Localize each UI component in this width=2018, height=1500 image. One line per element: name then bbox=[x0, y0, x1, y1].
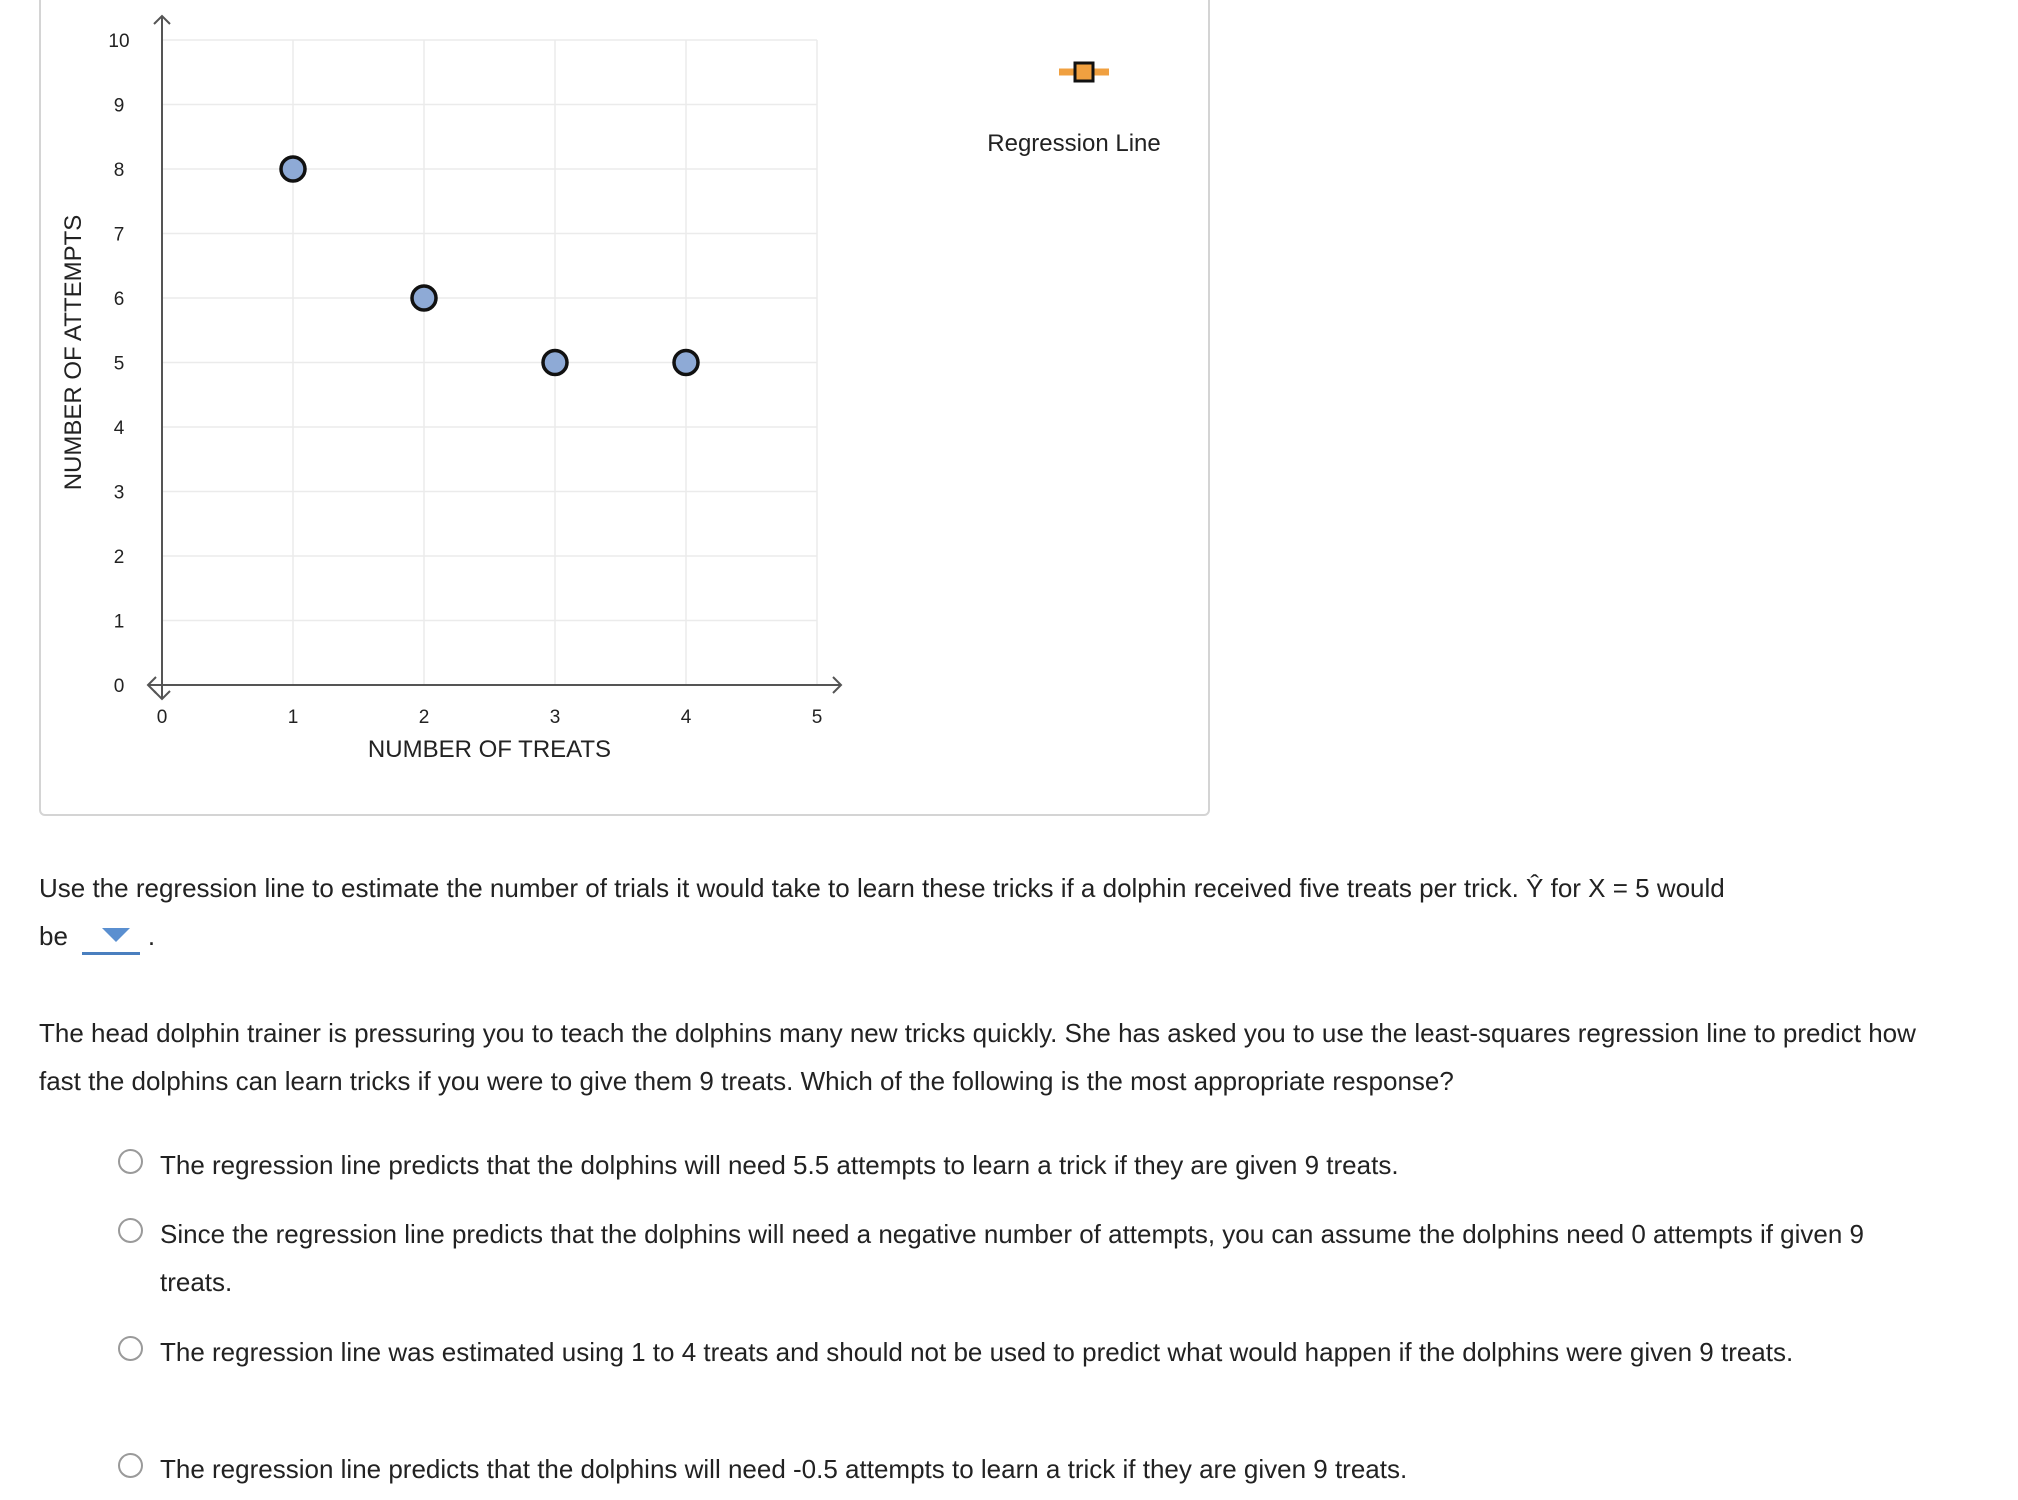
y-tick-label: 10 bbox=[108, 31, 129, 52]
x-tick-label: 2 bbox=[419, 707, 430, 728]
radio-button[interactable] bbox=[118, 1336, 143, 1361]
question-1-text: Use the regression line to estimate the … bbox=[39, 873, 1725, 903]
data-point[interactable] bbox=[410, 284, 438, 312]
regression-line-tool[interactable] bbox=[1039, 52, 1129, 92]
y-axis-arrow-up-icon bbox=[153, 14, 171, 25]
x-tick-label: 3 bbox=[550, 707, 561, 728]
x-axis-arrow-left-icon bbox=[146, 676, 157, 694]
scatter-plot[interactable]: 0 1 2 3 4 5 0 1 2 3 4 5 6 7 8 9 10 NUMBER OF TREATS NUMBER… bbox=[41, 0, 1212, 818]
chevron-down-icon bbox=[101, 927, 130, 942]
y-tick-label: 3 bbox=[114, 483, 125, 504]
x-tick-label: 0 bbox=[157, 707, 168, 728]
y-axis-arrow-down-icon bbox=[153, 690, 171, 701]
y-tick-label: 7 bbox=[114, 225, 125, 246]
question-1-be: be bbox=[39, 921, 68, 951]
x-tick-label: 1 bbox=[288, 707, 299, 728]
regression-line-tool-icon bbox=[1059, 61, 1109, 83]
regression-line-label: Regression Line bbox=[987, 130, 1161, 157]
radio-button[interactable] bbox=[118, 1149, 143, 1174]
data-point[interactable] bbox=[541, 348, 569, 377]
y-tick-label: 1 bbox=[114, 612, 125, 633]
option-1-text: The regression line predicts that the do… bbox=[160, 1150, 1399, 1180]
question-1: Use the regression line to estimate the … bbox=[39, 864, 1939, 960]
option-2-text: Since the regression line predicts that … bbox=[160, 1219, 1865, 1297]
option-3-text: The regression line was estimated using … bbox=[160, 1337, 1794, 1367]
question-2-prompt: The head dolphin trainer is pressuring y… bbox=[39, 1018, 1916, 1096]
graph-panel: 0 1 2 3 4 5 0 1 2 3 4 5 6 7 8 9 10 NUMBER OF TREATS NUMBER… bbox=[39, 0, 1210, 816]
x-axis-label: NUMBER OF TREATS bbox=[368, 736, 611, 763]
option-4-text: The regression line predicts that the do… bbox=[160, 1454, 1408, 1484]
question-1-period: . bbox=[147, 921, 156, 951]
data-point[interactable] bbox=[279, 155, 307, 183]
x-axis-arrow-right-icon bbox=[832, 676, 843, 694]
y-tick-label: 5 bbox=[114, 354, 125, 375]
y-tick-label: 9 bbox=[114, 96, 125, 117]
y-tick-label: 6 bbox=[114, 289, 125, 310]
y-tick-label: 2 bbox=[114, 547, 125, 568]
y-tick-label: 0 bbox=[114, 676, 125, 697]
radio-button[interactable] bbox=[118, 1218, 143, 1243]
radio-button[interactable] bbox=[118, 1453, 143, 1478]
y-tick-label: 8 bbox=[114, 160, 125, 181]
y-axis-label: NUMBER OF ATTEMPTS bbox=[60, 215, 87, 491]
y-tick-label: 4 bbox=[114, 418, 125, 439]
answer-dropdown[interactable] bbox=[81, 922, 140, 955]
x-tick-label: 5 bbox=[812, 707, 823, 728]
data-point[interactable] bbox=[672, 348, 700, 377]
x-tick-label: 4 bbox=[681, 707, 692, 728]
